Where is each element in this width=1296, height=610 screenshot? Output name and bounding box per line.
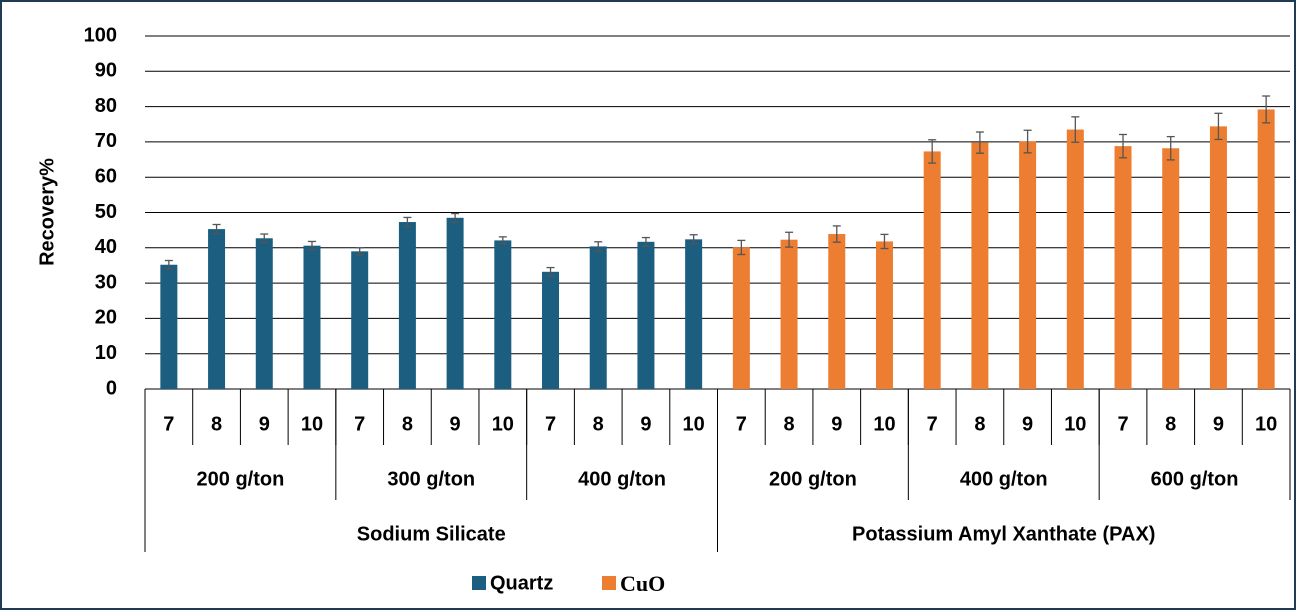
- error-bar: [403, 216, 412, 228]
- error-bar: [928, 139, 937, 164]
- bar: [255, 238, 273, 389]
- x-tick-label: 8: [1165, 413, 1176, 435]
- x-tick-label: 9: [640, 413, 651, 435]
- x-tick-label: 7: [354, 413, 365, 435]
- error-bar: [1071, 116, 1080, 143]
- error-bar: [689, 234, 698, 245]
- y-tick-label: 80: [95, 95, 117, 117]
- x-tick-label: 10: [683, 413, 705, 435]
- x-tick-label: 10: [873, 413, 895, 435]
- bar: [303, 245, 321, 389]
- bar: [637, 241, 655, 389]
- x-tick-label: 10: [492, 413, 514, 435]
- x-tick-label: 8: [974, 413, 985, 435]
- bar: [208, 229, 226, 389]
- y-axis-label: Recovery%: [36, 158, 58, 266]
- legend-label: CuO: [620, 571, 665, 596]
- legend-swatch: [472, 576, 486, 590]
- error-bar: [451, 212, 460, 223]
- bar: [589, 246, 607, 389]
- y-tick-label: 10: [95, 342, 117, 364]
- error-bar: [880, 233, 889, 250]
- bar: [1066, 129, 1084, 390]
- group-label: 200 g/ton: [197, 468, 285, 490]
- error-bar: [1214, 112, 1223, 141]
- error-bar: [498, 236, 507, 245]
- x-tick-label: 8: [402, 413, 413, 435]
- bar: [494, 240, 512, 389]
- x-tick-label: 7: [1117, 413, 1128, 435]
- bar: [875, 241, 893, 389]
- group-label: 600 g/ton: [1151, 468, 1239, 490]
- category-label: Potassium Amyl Xanthate (PAX): [852, 523, 1155, 545]
- y-tick-label: 100: [84, 24, 117, 46]
- bar: [732, 247, 750, 389]
- group-label: 300 g/ton: [387, 468, 475, 490]
- y-tick-label: 40: [95, 236, 117, 258]
- error-bar: [307, 240, 316, 251]
- group-label: 400 g/ton: [960, 468, 1048, 490]
- error-bar: [260, 233, 269, 244]
- y-tick-label: 90: [95, 60, 117, 82]
- x-tick-label: 9: [831, 413, 842, 435]
- x-tick-label: 8: [784, 413, 795, 435]
- x-tick-label: 9: [450, 413, 461, 435]
- x-tick-label: 8: [593, 413, 604, 435]
- error-bar: [975, 131, 984, 154]
- error-bar: [1166, 135, 1175, 161]
- bar: [828, 234, 846, 389]
- error-bar: [1023, 129, 1032, 154]
- error-bar: [594, 241, 603, 252]
- error-bar: [737, 239, 746, 256]
- x-tick-label: 9: [1022, 413, 1033, 435]
- bar: [1019, 141, 1037, 389]
- error-bar: [212, 223, 221, 235]
- bar: [923, 151, 941, 389]
- y-tick-label: 60: [95, 165, 117, 187]
- x-tick-label: 10: [1064, 413, 1086, 435]
- bar: [446, 217, 464, 389]
- y-tick-label: 70: [95, 130, 117, 152]
- y-tick-label: 0: [106, 377, 117, 399]
- bar: [685, 239, 703, 389]
- x-tick-label: 9: [1213, 413, 1224, 435]
- x-tick-label: 8: [211, 413, 222, 435]
- bar: [1162, 148, 1180, 389]
- bar: [1114, 146, 1132, 389]
- bar: [780, 239, 798, 389]
- error-bar: [1119, 133, 1128, 159]
- x-tick-label: 7: [163, 413, 174, 435]
- error-bar: [355, 247, 364, 256]
- y-tick-label: 50: [95, 201, 117, 223]
- x-tick-label: 10: [1255, 413, 1277, 435]
- x-tick-label: 10: [301, 413, 323, 435]
- x-tick-label: 7: [736, 413, 747, 435]
- x-tick-label: 7: [545, 413, 556, 435]
- bar: [351, 251, 369, 389]
- error-bar: [785, 231, 794, 248]
- legend-label: Quartz: [490, 572, 553, 594]
- y-tick-label: 20: [95, 307, 117, 329]
- group-label: 400 g/ton: [578, 468, 666, 490]
- error-bar: [641, 236, 650, 247]
- bar: [971, 142, 989, 389]
- bar: [160, 264, 178, 389]
- error-bar: [832, 225, 841, 243]
- group-label: 200 g/ton: [769, 468, 857, 490]
- error-bar: [1262, 95, 1271, 124]
- x-tick-label: 9: [259, 413, 270, 435]
- error-bar: [164, 259, 173, 270]
- x-tick-label: 7: [927, 413, 938, 435]
- bar: [542, 271, 560, 389]
- error-bar: [546, 266, 555, 277]
- y-tick-label: 30: [95, 271, 117, 293]
- legend-swatch: [602, 576, 616, 590]
- bar: [1257, 109, 1275, 389]
- bar: [1209, 126, 1227, 390]
- bar: [398, 222, 416, 389]
- category-label: Sodium Silicate: [357, 523, 506, 545]
